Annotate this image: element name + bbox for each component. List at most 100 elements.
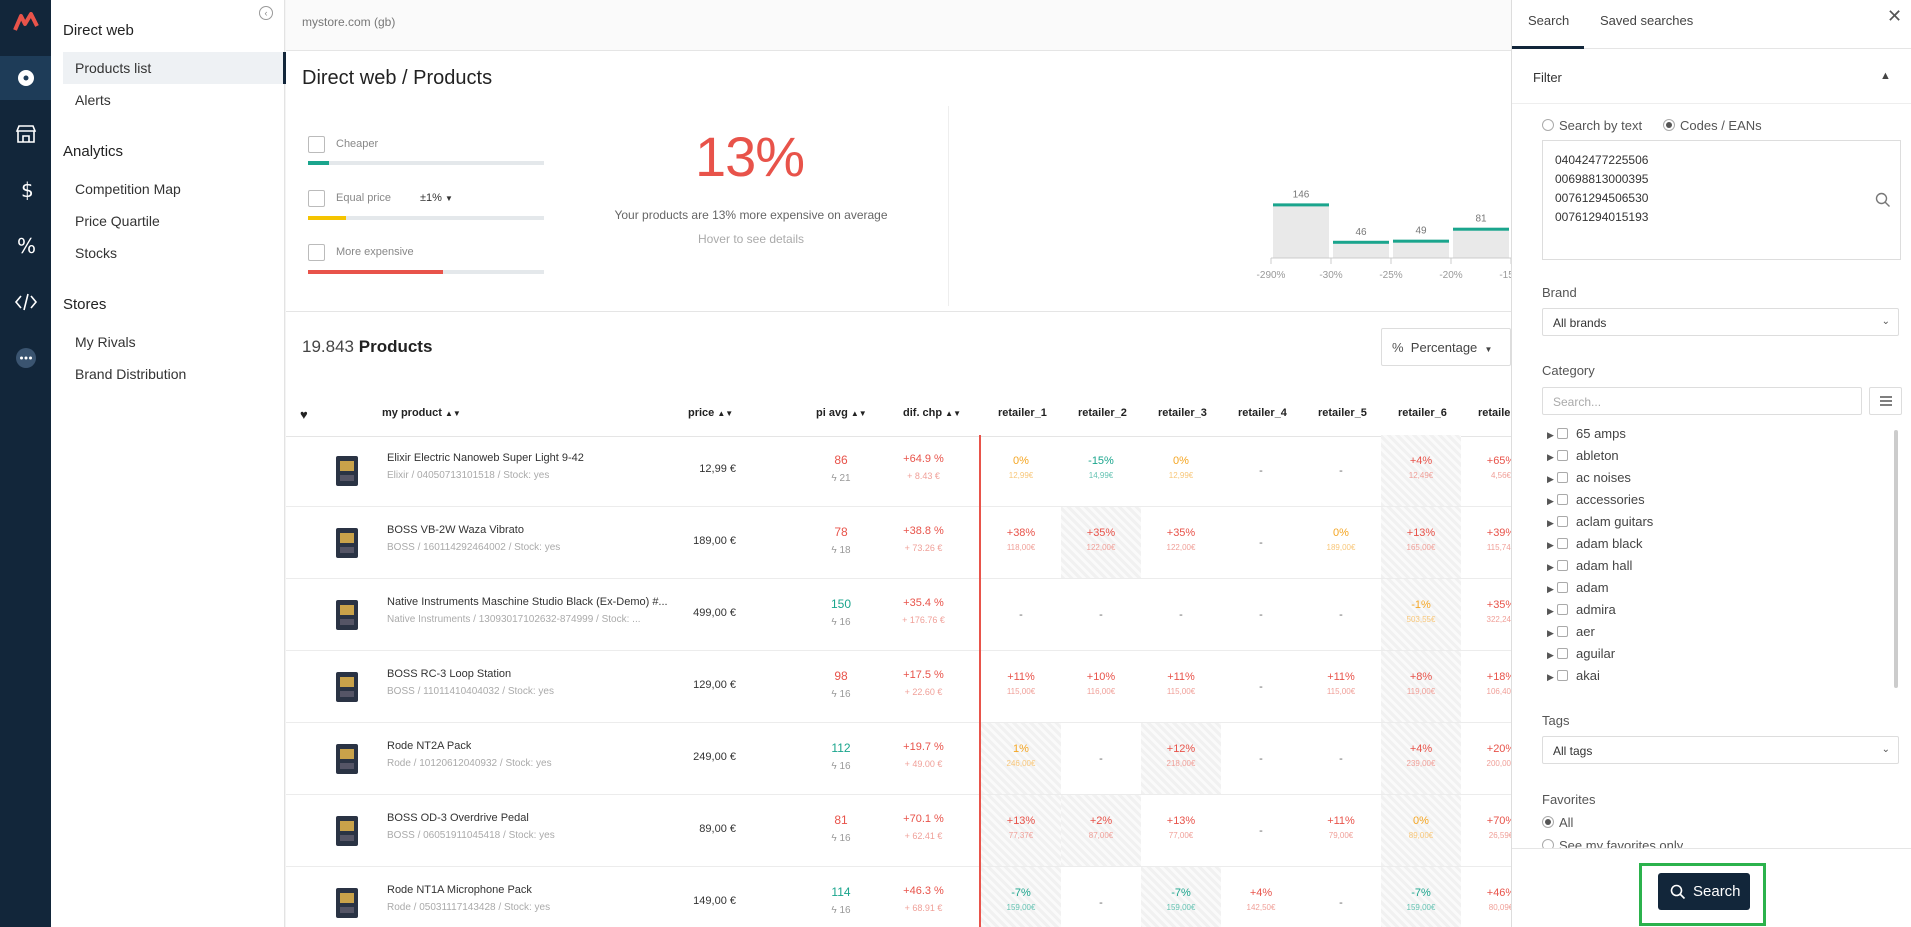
retailer-cell[interactable]: -15% 14,99€	[1061, 435, 1141, 506]
category-checkbox[interactable]	[1557, 538, 1568, 549]
retailer-cell[interactable]: +11% 79,00€	[1301, 795, 1381, 866]
retailer-cell[interactable]: -	[1301, 867, 1381, 927]
category-checkbox[interactable]	[1557, 582, 1568, 593]
table-row[interactable]: BOSS VB-2W Waza Vibrato BOSS / 1601142924…	[286, 507, 1515, 579]
caret-right-icon[interactable]: ▶	[1547, 562, 1554, 572]
category-item[interactable]: ▶ adam	[1547, 580, 1897, 602]
category-item[interactable]: ▶ ableton	[1547, 448, 1897, 470]
retailer-cell[interactable]: +35% 122,00€	[1061, 507, 1141, 578]
column-retailer-7[interactable]: retaile	[1478, 407, 1511, 419]
favorite-heart-icon[interactable]: ♥	[300, 407, 308, 422]
retailer-cell[interactable]: -	[1061, 723, 1141, 794]
table-row[interactable]: Rode NT2A Pack Rode / 10120612040932 / St…	[286, 723, 1515, 795]
column-retailer-4[interactable]: retailer_4	[1238, 407, 1287, 419]
category-checkbox[interactable]	[1557, 494, 1568, 505]
table-row[interactable]: BOSS OD-3 Overdrive Pedal BOSS / 06051911…	[286, 795, 1515, 867]
nav-item-competition-map[interactable]: Competition Map	[75, 181, 181, 197]
retailer-cell[interactable]: +38% 118,00€	[981, 507, 1061, 578]
store-selector[interactable]: mystore.com (gb)	[302, 15, 396, 29]
category-checkbox[interactable]	[1557, 516, 1568, 527]
column-my-product[interactable]: my product ▲▼	[382, 407, 461, 419]
category-item[interactable]: ▶ akai	[1547, 668, 1897, 690]
retailer-cell[interactable]: +70% 26,59€	[1461, 795, 1541, 866]
retailer-cell[interactable]: +65% 4,56€	[1461, 435, 1541, 506]
retailer-cell[interactable]: +13% 77,37€	[981, 795, 1061, 866]
category-checkbox[interactable]	[1557, 626, 1568, 637]
nav-item-price-quartile[interactable]: Price Quartile	[75, 213, 160, 229]
category-item[interactable]: ▶ 65 amps	[1547, 426, 1897, 448]
retailer-cell[interactable]: +11% 115,00€	[981, 651, 1061, 722]
retailer-cell[interactable]: +13% 165,00€	[1381, 507, 1461, 578]
category-checkbox[interactable]	[1557, 560, 1568, 571]
nav-item-brand-distribution[interactable]: Brand Distribution	[75, 366, 187, 382]
retailer-cell[interactable]: 0% 12,99€	[981, 435, 1061, 506]
caret-right-icon[interactable]: ▶	[1547, 496, 1554, 506]
histogram-bar[interactable]	[1273, 203, 1329, 258]
retailer-cell[interactable]: -	[1221, 795, 1301, 866]
category-checkbox[interactable]	[1557, 670, 1568, 681]
retailer-cell[interactable]: -	[1301, 579, 1381, 650]
retailer-cell[interactable]: -1% 503,55€	[1381, 579, 1461, 650]
retailer-cell[interactable]: +10% 116,00€	[1061, 651, 1141, 722]
category-checkbox[interactable]	[1557, 450, 1568, 461]
retailer-cell[interactable]: +13% 77,00€	[1141, 795, 1221, 866]
radio-search-by-text[interactable]: Search by text	[1542, 118, 1642, 133]
caret-right-icon[interactable]: ▶	[1547, 540, 1554, 550]
category-item[interactable]: ▶ adam black	[1547, 536, 1897, 558]
table-row[interactable]: Elixir Electric Nanoweb Super Light 9-42…	[286, 435, 1515, 507]
caret-right-icon[interactable]: ▶	[1547, 430, 1554, 440]
retailer-cell[interactable]: -7% 159,00€	[1381, 867, 1461, 927]
retailer-cell[interactable]: +20% 200,00€	[1461, 723, 1541, 794]
category-item[interactable]: ▶ aguilar	[1547, 646, 1897, 668]
retailer-cell[interactable]: 1% 246,00€	[981, 723, 1061, 794]
radio-favorites-all[interactable]: All	[1542, 815, 1573, 830]
retailer-cell[interactable]: 0% 189,00€	[1301, 507, 1381, 578]
search-button[interactable]: Search	[1658, 873, 1750, 910]
retailer-cell[interactable]: -7% 159,00€	[1141, 867, 1221, 927]
category-item[interactable]: ▶ aclam guitars	[1547, 514, 1897, 536]
caret-right-icon[interactable]: ▶	[1547, 518, 1554, 528]
product-name[interactable]: BOSS VB-2W Waza Vibrato	[387, 524, 524, 536]
radio-codes-eans[interactable]: Codes / EANs	[1663, 118, 1762, 133]
equal-checkbox[interactable]	[308, 190, 325, 207]
retailer-cell[interactable]: -	[1061, 579, 1141, 650]
more-icon[interactable]	[0, 336, 51, 380]
column-retailer-3[interactable]: retailer_3	[1158, 407, 1207, 419]
product-name[interactable]: Native Instruments Maschine Studio Black…	[387, 596, 668, 608]
retailer-cell[interactable]: 0% 89,00€	[1381, 795, 1461, 866]
store-icon[interactable]	[0, 112, 51, 156]
retailer-cell[interactable]: +8% 119,00€	[1381, 651, 1461, 722]
category-search-input[interactable]: Search...	[1542, 387, 1862, 415]
retailer-cell[interactable]: -	[1221, 723, 1301, 794]
dollar-icon[interactable]: $	[0, 168, 51, 212]
code-icon[interactable]	[0, 280, 51, 324]
category-checkbox[interactable]	[1557, 428, 1568, 439]
retailer-cell[interactable]: -	[1221, 579, 1301, 650]
table-row[interactable]: Rode NT1A Microphone Pack Rode / 05031117…	[286, 867, 1515, 927]
category-checkbox[interactable]	[1557, 648, 1568, 659]
tags-select[interactable]: All tags ⌄	[1542, 736, 1899, 764]
column-retailer-5[interactable]: retailer_5	[1318, 407, 1367, 419]
column-pi-avg[interactable]: pi avg ▲▼	[816, 407, 867, 419]
codes-textarea[interactable]: 04042477225506 00698813000395 0076129450…	[1542, 140, 1866, 260]
logo-icon[interactable]	[0, 0, 51, 44]
retailer-cell[interactable]: -7% 159,00€	[981, 867, 1061, 927]
codes-search-button[interactable]	[1865, 140, 1901, 260]
close-icon[interactable]: ✕	[1887, 6, 1903, 26]
column-price[interactable]: price ▲▼	[688, 407, 733, 419]
retailer-cell[interactable]: +2% 87,00€	[1061, 795, 1141, 866]
nav-item-products-list[interactable]: Products list	[63, 52, 286, 84]
retailer-cell[interactable]: -	[1061, 867, 1141, 927]
category-item[interactable]: ▶ admira	[1547, 602, 1897, 624]
retailer-cell[interactable]: +12% 218,00€	[1141, 723, 1221, 794]
retailer-cell[interactable]: +46% 80,09€	[1461, 867, 1541, 927]
retailer-cell[interactable]: -	[1141, 579, 1221, 650]
column-retailer-1[interactable]: retailer_1	[998, 407, 1047, 419]
retailer-cell[interactable]: -	[1301, 435, 1381, 506]
retailer-cell[interactable]: +4% 239,00€	[1381, 723, 1461, 794]
caret-right-icon[interactable]: ▶	[1547, 650, 1554, 660]
product-name[interactable]: BOSS RC-3 Loop Station	[387, 668, 512, 680]
caret-right-icon[interactable]: ▶	[1547, 584, 1554, 594]
list-icon[interactable]	[1869, 387, 1902, 415]
tab-search[interactable]: Search	[1528, 13, 1570, 28]
